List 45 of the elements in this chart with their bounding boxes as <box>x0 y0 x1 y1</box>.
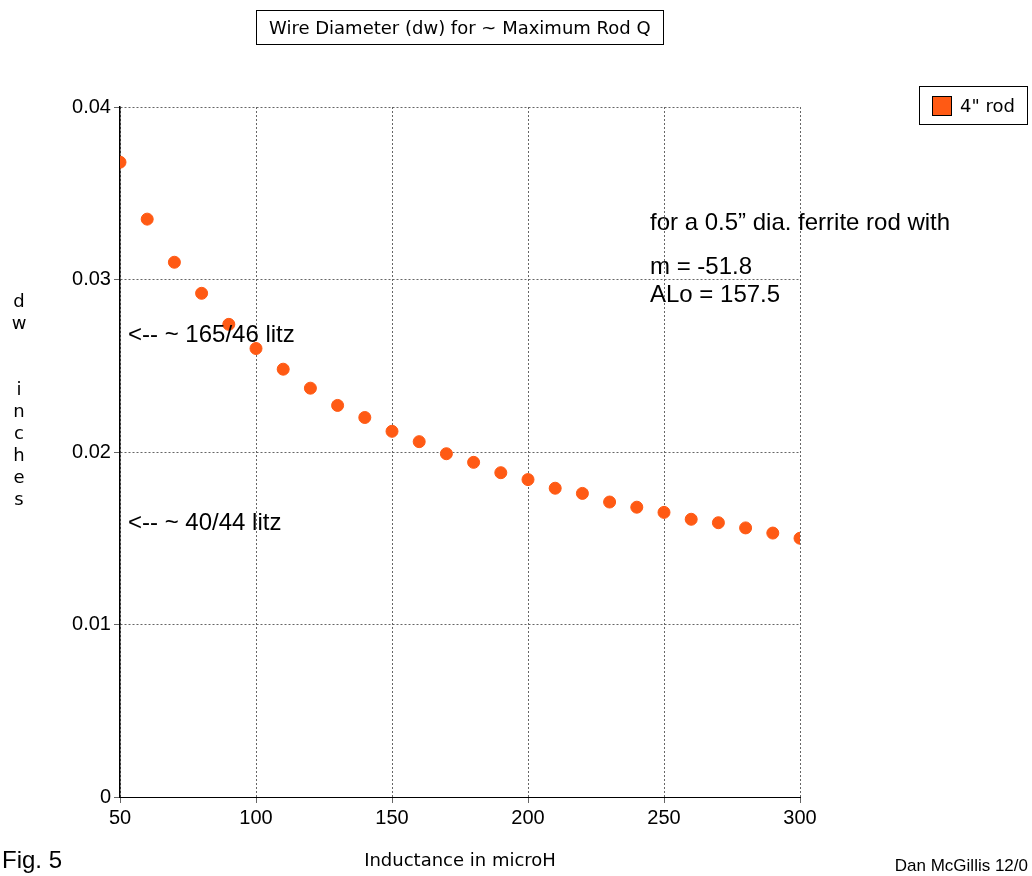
point <box>521 473 535 487</box>
legend-label: 4" rod <box>960 95 1015 116</box>
x-tick-label: 200 <box>511 805 545 828</box>
x-tick-label: 150 <box>375 805 409 828</box>
chart-title: Wire Diameter (dw) for ~ Maximum Rod Q <box>256 10 664 45</box>
point <box>467 455 481 469</box>
point <box>684 512 698 526</box>
point <box>276 362 290 376</box>
point <box>766 526 780 540</box>
point <box>439 447 453 461</box>
annotation: <-- ~ 40/44 litz <box>128 508 282 536</box>
annotation: for a 0.5” dia. ferrite rod with <box>650 208 951 236</box>
point <box>167 255 181 269</box>
point <box>711 516 725 530</box>
y-tick-label: 0.02 <box>72 439 111 462</box>
point <box>603 495 617 509</box>
point <box>657 505 671 519</box>
point <box>575 486 589 500</box>
point <box>140 212 154 226</box>
point <box>358 411 372 424</box>
point <box>630 500 644 514</box>
text: dw inches <box>11 290 27 509</box>
text: Dan McGillis 12/0 <box>894 856 1028 876</box>
annotation: ALo = 157.5 <box>650 280 781 308</box>
point <box>494 466 508 480</box>
point <box>739 521 753 535</box>
y-tick-label: 0 <box>99 784 111 807</box>
y-tick-label: 0.03 <box>72 267 111 290</box>
point <box>195 286 209 300</box>
y-tick-label: 0.04 <box>72 94 111 117</box>
y-tick-label: 0.01 <box>72 612 111 635</box>
caption: Fig. 5 <box>2 846 63 874</box>
point <box>385 424 399 438</box>
x-tick-label: 100 <box>239 805 273 828</box>
x-tick-label: 300 <box>783 805 817 828</box>
x-axis-title: Inductance in microH <box>364 848 556 870</box>
point <box>249 342 263 355</box>
x-tick-label: 250 <box>647 805 681 828</box>
point <box>331 398 345 412</box>
point <box>412 435 426 449</box>
x-tick-label: 50 <box>108 805 132 828</box>
point <box>548 481 562 495</box>
annotation: <-- ~ 165/46 litz <box>128 320 295 348</box>
annotation: m = -51.8 <box>650 252 753 280</box>
point <box>303 381 317 395</box>
